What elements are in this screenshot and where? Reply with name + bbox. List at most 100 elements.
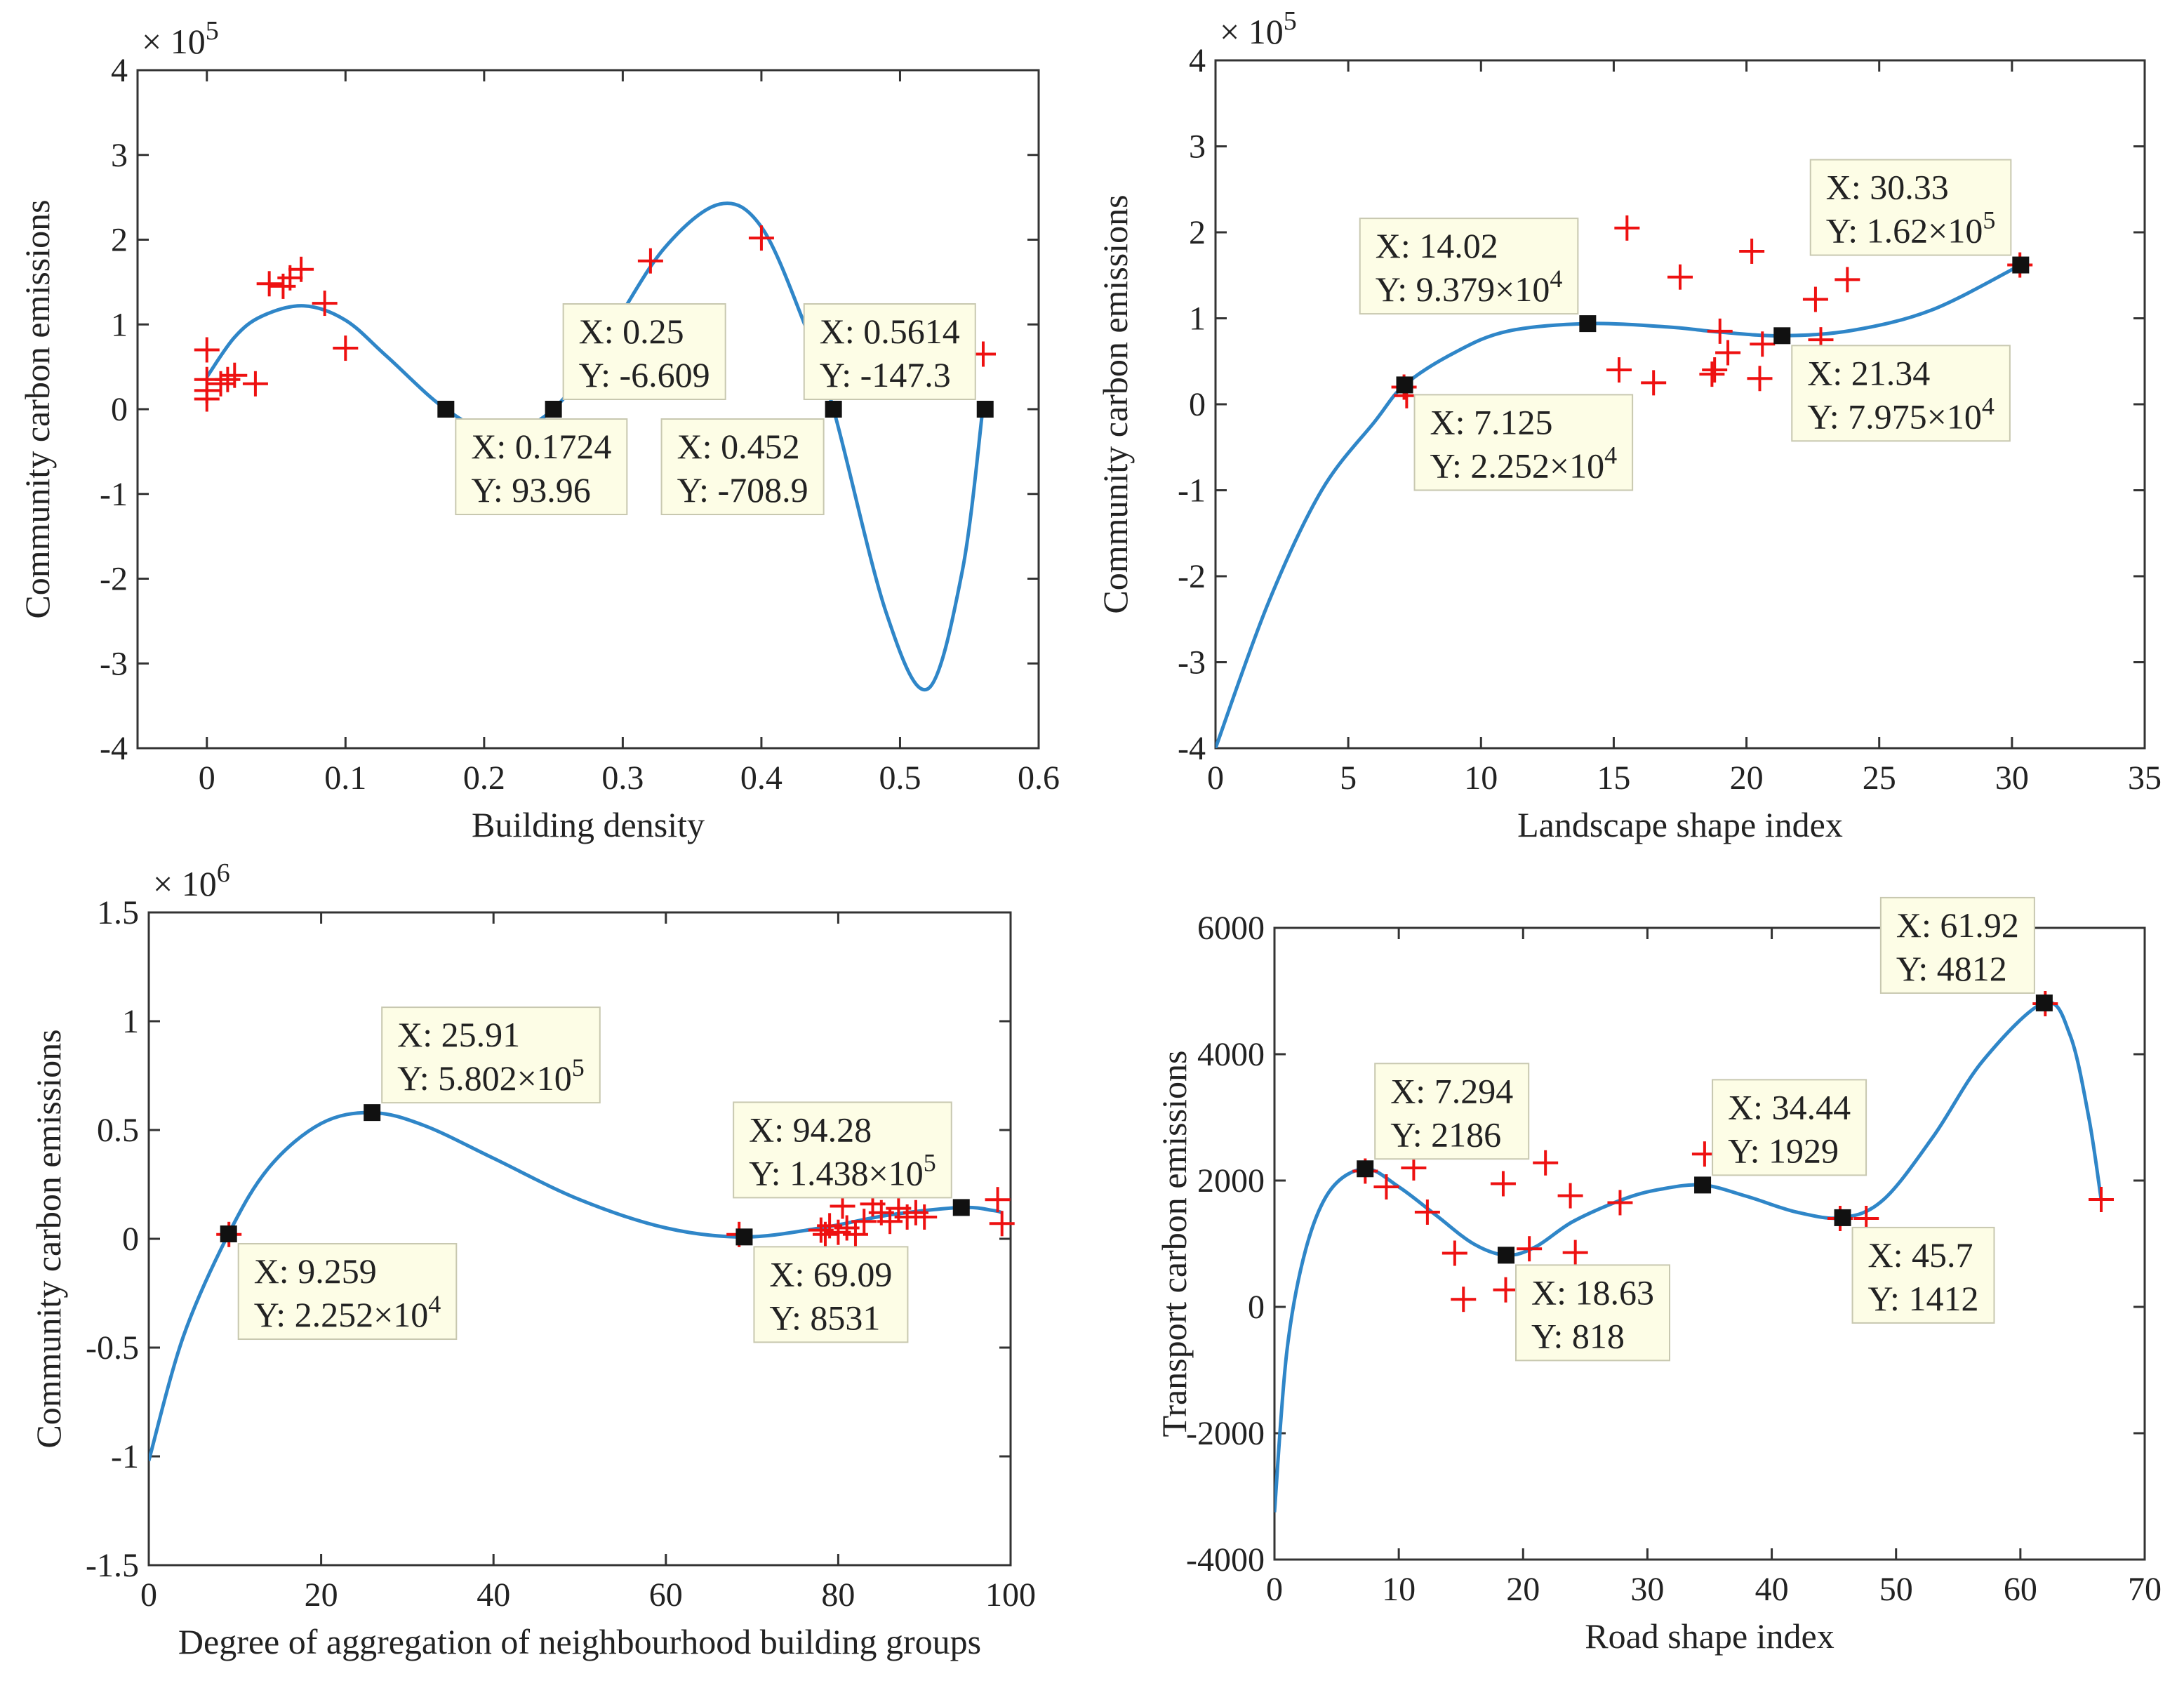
datatip-box (237, 1243, 458, 1341)
y-tick-label: 2 (111, 222, 128, 259)
datatip-y-value: Y: 9.379×104 (1376, 265, 1563, 309)
scatter-point (637, 248, 663, 274)
datatip-x-value: X: 25.91 (397, 1015, 520, 1054)
datatip: X: 14.02Y: 9.379×104 (1359, 218, 1579, 315)
x-tick-label: 40 (1755, 1571, 1789, 1608)
datatip-box (1515, 1264, 1671, 1362)
x-tick-label: 0 (140, 1576, 157, 1614)
x-tick-label: 25 (1863, 759, 1896, 797)
x-tick-label: 60 (649, 1576, 683, 1614)
datatip-x-value: X: 61.92 (1896, 905, 2019, 945)
y-tick-label: 0 (1248, 1289, 1265, 1326)
y-tick-label: -1.5 (86, 1547, 139, 1584)
y-tick-label: 0.5 (97, 1112, 139, 1149)
datatip-marker (2012, 256, 2030, 274)
x-tick-label: 30 (1630, 1571, 1664, 1608)
axis-multiplier: × 106 (153, 858, 230, 903)
y-tick-label: 2 (1189, 214, 1206, 251)
scatter-point (1490, 1171, 1516, 1197)
scatter-point (1493, 1277, 1519, 1303)
scatter-point (256, 271, 282, 297)
scatter-point (333, 335, 359, 361)
scatter-point (242, 371, 268, 397)
scatter-point (1667, 264, 1693, 290)
y-tick-label: 1.5 (97, 894, 139, 931)
y-tick-label: 1 (122, 1003, 139, 1040)
datatip-x-value: X: 9.259 (254, 1251, 377, 1291)
datatip-y-value: Y: 2.252×104 (1430, 441, 1618, 485)
plot-area-frame (1273, 926, 2146, 1561)
datatip-box (1809, 159, 2012, 256)
datatip: X: 69.09 Y: 8531 (753, 1246, 909, 1343)
datatip-box (733, 1101, 952, 1199)
y-tick-label: 4 (1189, 42, 1206, 79)
datatip-y-exponent: 4 (1550, 265, 1562, 293)
datatip-marker (976, 401, 994, 418)
datatip-box (753, 1246, 909, 1343)
datatip-box (1712, 1079, 1867, 1176)
datatip-x-value: X: 69.09 (769, 1254, 892, 1294)
scatter-point (1533, 1150, 1559, 1176)
x-tick-label: 30 (1995, 759, 2029, 797)
scatter-point (985, 1187, 1011, 1213)
x-tick-label: 0 (1266, 1571, 1283, 1608)
scatter-point (1699, 361, 1725, 387)
x-tick-label: 20 (1506, 1571, 1540, 1608)
scatter-point (1441, 1240, 1467, 1266)
datatip: X: 94.28Y: 1.438×105 (733, 1101, 952, 1199)
datatip-marker (437, 401, 455, 418)
x-tick-label: 15 (1597, 759, 1630, 797)
datatip-y-value: Y: 1.438×105 (749, 1148, 936, 1192)
scatter-point (1750, 331, 1776, 357)
y-tick-label: -1 (111, 1438, 139, 1475)
y-tick-label: -4 (100, 730, 128, 767)
datatip-y-value: Y: 93.96 (471, 470, 590, 510)
datatip-y-value: Y: 2186 (1390, 1115, 1501, 1154)
datatip-box (1791, 345, 2011, 442)
datatip-marker (825, 401, 842, 418)
datatip-x-value: X: 45.7 (1868, 1235, 1973, 1275)
datatip-y-exponent: 4 (1604, 441, 1617, 469)
datatip-y-value: Y: 4812 (1896, 949, 2007, 988)
scatter-point (1414, 1199, 1440, 1225)
scatter-point (2089, 1187, 2114, 1212)
datatip: X: 18.63 Y: 818 (1515, 1264, 1671, 1362)
datatip-x-value: X: 0.452 (677, 427, 800, 466)
datatip: X: 25.91Y: 5.802×105 (381, 1006, 601, 1104)
datatip-x-value: X: 14.02 (1376, 226, 1498, 265)
x-tick-label: 0 (199, 759, 215, 797)
datatip-box (1374, 1063, 1530, 1160)
scatter-point (1707, 318, 1733, 344)
datatip-y-exponent: 4 (428, 1290, 441, 1318)
y-tick-label: 3 (111, 137, 128, 174)
y-axis-label: Community carbon emissions (18, 199, 57, 618)
scatter-point (194, 386, 220, 412)
datatip-marker (364, 1104, 381, 1122)
y-tick-label: 0 (1189, 386, 1206, 423)
datatip: X: 45.7 Y: 1412 (1851, 1226, 1995, 1324)
y-axis-label: Community carbon emissions (1096, 194, 1135, 613)
datatip-y-exponent: 5 (572, 1054, 585, 1082)
y-tick-label: -1 (1178, 472, 1206, 510)
y-axis-label: Community carbon emissions (29, 1029, 68, 1448)
datatip: X: 0.452 Y: -708.9 (660, 418, 825, 515)
datatip-y-value: Y: 5.802×105 (397, 1054, 585, 1098)
datatip-marker (220, 1225, 237, 1243)
x-tick-label: 0.1 (324, 759, 366, 797)
datatip-x-value: X: 21.34 (1807, 353, 1930, 392)
scatter-point (1607, 1190, 1633, 1216)
x-tick-label: 10 (1464, 759, 1498, 797)
x-tick-label: 5 (1340, 759, 1357, 797)
x-tick-label: 35 (2128, 759, 2162, 797)
x-tick-label: 20 (305, 1576, 338, 1614)
y-tick-label: 4000 (1197, 1036, 1265, 1073)
datatip-box (1879, 896, 2035, 994)
scatter-point (851, 1209, 877, 1235)
datatip: X: 21.34Y: 7.975×104 (1791, 345, 2011, 442)
fitted-curve-line (205, 201, 985, 692)
datatip-x-value: X: 0.5614 (820, 312, 960, 351)
datatip-marker (1498, 1247, 1515, 1264)
